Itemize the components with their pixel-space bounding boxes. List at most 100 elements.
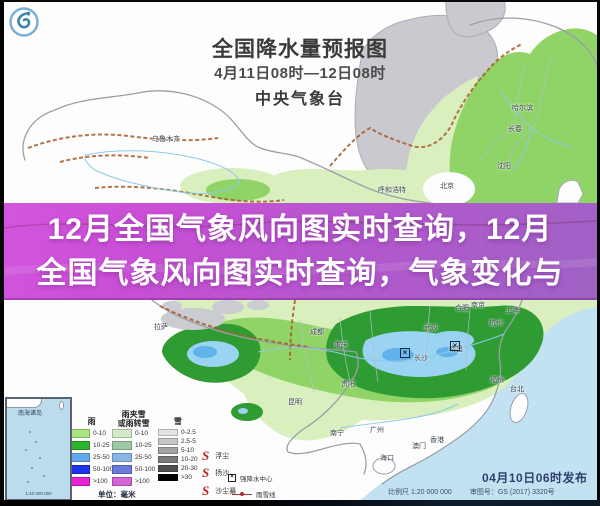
dragon-swirl-icon: [9, 7, 39, 37]
legend-snow-column: 雪 0-2.5 2.5-5 5-10 10-20 20-30 >30: [158, 417, 198, 483]
dust-symbol-label: 扬沙: [215, 470, 230, 477]
frame-top-edge: [0, 0, 600, 2]
city-label: 合肥: [455, 305, 469, 312]
city-label: 上海: [505, 307, 519, 314]
dust-symbol-icon: S: [202, 483, 210, 498]
legend-value: 20-30: [181, 465, 198, 472]
legend-row: 10-25: [70, 441, 113, 450]
rain-snow-line-label: 雨雪线: [256, 492, 276, 499]
legend-value: 50-100: [93, 466, 114, 473]
legend-value: 25-50: [93, 454, 110, 461]
city-label: 昆明: [288, 399, 302, 406]
city-label: 沈阳: [497, 163, 511, 170]
legend-swatch: [158, 456, 178, 463]
legend-rain-rows: 0-10 10-25 25-50 50-100 >100: [70, 429, 113, 486]
city-label: 南昌: [449, 346, 463, 353]
city-label: 成都: [310, 329, 324, 336]
legend-row: 20-30: [158, 465, 198, 472]
dust-symbol-icon: S: [202, 448, 210, 463]
legend-value: 0-10: [93, 430, 107, 437]
legend-swatch: [70, 465, 90, 474]
legend-row: 50-100: [70, 465, 113, 474]
frame-left-edge: [0, 0, 4, 506]
map-title: 全国降水量预报图: [212, 38, 388, 61]
beijing-clear-area: [423, 172, 475, 206]
legend-value: 2.5-5: [181, 438, 196, 445]
city-label: 北京: [440, 183, 454, 190]
legend-row: 10-20: [158, 456, 198, 463]
legend-swatch: [158, 465, 178, 472]
city-label: 呼和浩特: [378, 187, 406, 194]
rain-snow-line-legend: 雨雪线: [232, 489, 276, 499]
legend-snow-rows: 0-2.5 2.5-5 5-10 10-20 20-30 >30: [158, 429, 198, 481]
rivers: [84, 89, 573, 429]
legend-value: 50-100: [135, 466, 156, 473]
dust-symbol-label: 沙尘暴: [215, 488, 237, 495]
legend-swatch: [70, 429, 90, 438]
map-approval-note: 审图号：GS (2017) 3320号: [469, 489, 555, 496]
map-scale-note: 比例尺 1:20 000 000: [388, 489, 452, 496]
legend-value: 10-25: [93, 442, 110, 449]
mountain-ridges: [27, 43, 523, 361]
storm-center-marker: ×: [400, 348, 410, 358]
city-label: 广州: [370, 427, 384, 434]
headline-line-2: 全国气象风向图实时查询，气象变化与: [36, 257, 564, 290]
south-china-sea-inset: 南海诸岛 1:40 000 000: [5, 397, 72, 501]
legend-value: 0-2.5: [181, 429, 196, 436]
city-label: 重庆: [334, 342, 348, 349]
legend-swatch: [112, 453, 132, 462]
legend-value: >30: [181, 474, 193, 481]
city-label: 哈尔滨: [512, 105, 533, 112]
city-label: 南京: [471, 302, 485, 309]
legend-value: 10-20: [181, 456, 198, 463]
legend-swatch: [158, 429, 178, 436]
legend-row: >100: [70, 477, 113, 486]
city-label: 长沙: [414, 355, 428, 362]
city-label: 贵阳: [341, 381, 355, 388]
site-logo: [8, 6, 40, 38]
legend-snow-header: 雪: [173, 417, 182, 426]
legend-row: 25-50: [112, 453, 155, 462]
legend-row: 0-2.5: [158, 429, 198, 436]
legend-sleet-header: 雨夹雪 或雨转雪: [112, 410, 155, 428]
map-notes: 比例尺 1:20 000 000 审图号：GS (2017) 3320号: [388, 487, 594, 497]
frame-bottom-edge: [0, 500, 600, 506]
storm-center-label: 强降水中心: [240, 476, 273, 483]
legend-row: 2.5-5: [158, 438, 198, 445]
legend-rain-header: 雨: [87, 417, 96, 426]
legend-row: 10-25: [112, 441, 155, 450]
legend-sleet-header-line1: 雨夹雪: [121, 410, 146, 419]
sleet-grey-areas: [161, 300, 269, 330]
legend-swatch: [112, 441, 132, 450]
precip-storm-cores-deep: [193, 346, 458, 362]
legend-value: 10-25: [135, 442, 152, 449]
map-period-range: 4月11日08时—12日08时: [214, 65, 386, 82]
legend-sleet-rows: 0-10 10-25 25-50 50-100 >100: [112, 429, 155, 486]
city-label: 福州: [490, 377, 504, 384]
inset-island-dots: [29, 431, 31, 433]
legend-row: 0-10: [112, 429, 155, 438]
legend-swatch: [70, 477, 90, 486]
legend-swatch: [112, 465, 132, 474]
legend-value: >100: [93, 478, 108, 485]
taiwan-island: [509, 393, 529, 423]
city-label: 拉萨: [154, 324, 168, 331]
dust-symbol-row: S 浮尘: [202, 448, 229, 463]
legend-row: 50-100: [112, 465, 155, 474]
city-label: 海口: [380, 455, 394, 462]
publish-time: 04月10日06时发布: [482, 471, 588, 485]
city-label: 乌鲁木齐: [152, 136, 180, 143]
legend-swatch: [158, 447, 178, 454]
legend-value: 5-10: [181, 447, 195, 454]
storm-center-legend: × 强降水中心: [228, 473, 273, 483]
islands: [372, 393, 529, 475]
rain-snow-line-icon: [232, 491, 252, 496]
legend-row: 0-10: [70, 429, 113, 438]
city-label: 长春: [508, 126, 522, 133]
city-label: 澳门: [412, 443, 426, 450]
legend-row: 25-50: [70, 453, 113, 462]
legend-swatch: [70, 453, 90, 462]
north-grey-patch: [445, 0, 506, 38]
legend-swatch: [112, 477, 132, 486]
legend-row: 5-10: [158, 447, 198, 454]
